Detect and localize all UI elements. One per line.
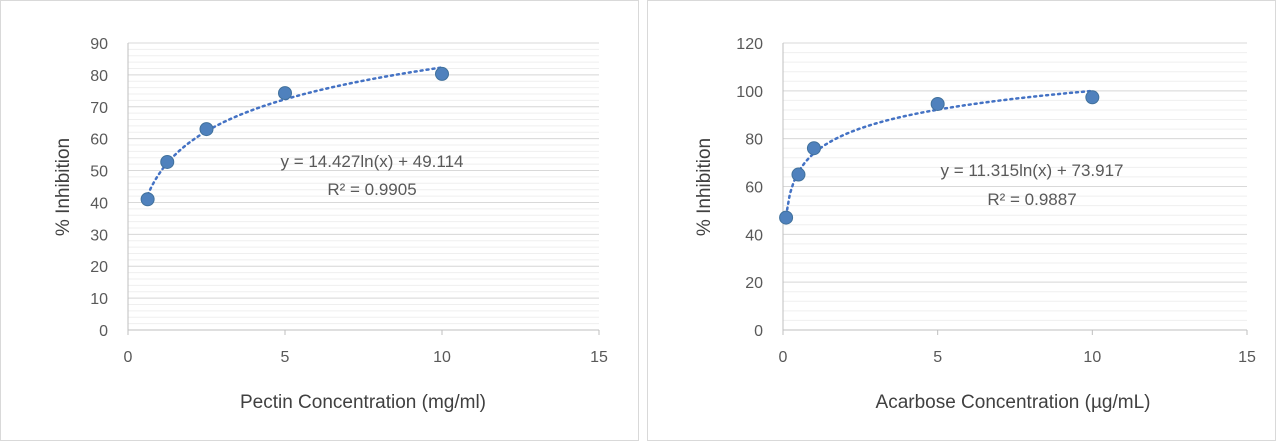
data-point	[278, 86, 292, 101]
x-tick-label: 10	[1083, 349, 1101, 366]
data-point	[791, 167, 806, 182]
y-tick-label: 30	[90, 227, 108, 244]
gridlines	[783, 42, 1247, 321]
y-tick-label: 60	[90, 132, 108, 149]
trendline-equation: y = 14.427ln(x) + 49.114	[280, 152, 463, 171]
trendline-equation: y = 11.315ln(x) + 73.917	[940, 161, 1123, 180]
data-point	[140, 192, 155, 207]
y-tick-label: 70	[90, 100, 108, 117]
y-tick-label: 100	[736, 84, 763, 101]
trendline-path	[146, 66, 444, 197]
x-tick-labels: 0 5 10 15	[779, 349, 1256, 366]
y-tick-label: 60	[745, 180, 763, 197]
y-tick-label: 20	[90, 259, 108, 276]
y-tick-label: 90	[90, 36, 108, 53]
x-tick-label: 15	[590, 349, 608, 366]
y-tick-label: 50	[90, 164, 108, 181]
x-tick-label: 15	[1238, 349, 1256, 366]
x-tick-label: 10	[433, 349, 451, 366]
y-tick-label: 10	[90, 291, 108, 308]
y-tick-label: 80	[745, 132, 763, 149]
x-tick-label: 0	[124, 349, 133, 366]
chart-pectin: 0 10 20 30 40 50 60 70 80 90 0 5 10 15 y = 14.427ln(…	[53, 36, 608, 413]
y-tick-label: 40	[90, 195, 108, 212]
y-tick-label: 40	[745, 227, 763, 244]
r-squared-label: R² = 0.9887	[987, 190, 1076, 209]
axes	[782, 43, 1248, 335]
chart-panel-acarbose: 0 20 40 60 80 100 120 0 5 10 15 y = 11.315ln(x) +…	[647, 0, 1276, 441]
x-tick-label: 5	[933, 349, 942, 366]
data-point	[779, 210, 794, 225]
chart-acarbose: 0 20 40 60 80 100 120 0 5 10 15 y = 11.315ln(x) +…	[694, 36, 1256, 413]
data-points	[779, 90, 1100, 225]
data-points	[140, 66, 449, 207]
y-axis-title: % Inhibition	[53, 138, 74, 236]
x-axis-title: Acarbose Concentration (µg/mL)	[876, 392, 1151, 413]
r-squared-label: R² = 0.9905	[327, 180, 416, 199]
data-point	[806, 141, 821, 156]
data-point	[930, 96, 945, 111]
y-tick-label: 80	[90, 68, 108, 85]
x-tick-label: 5	[281, 349, 290, 366]
y-tick-label: 20	[745, 275, 763, 292]
data-point	[435, 66, 449, 81]
x-axis-title: Pectin Concentration (mg/ml)	[240, 392, 486, 413]
axes	[127, 43, 600, 335]
data-point	[1085, 90, 1100, 105]
chart-panel-pectin: 0 10 20 30 40 50 60 70 80 90 0 5 10 15 y = 14.427ln(…	[0, 0, 639, 441]
y-axis-title: % Inhibition	[694, 138, 715, 236]
data-point	[199, 122, 214, 137]
trendline	[146, 66, 444, 197]
x-tick-label: 0	[779, 349, 788, 366]
data-point	[160, 154, 175, 169]
y-tick-label: 120	[736, 36, 763, 53]
x-tick-labels: 0 5 10 15	[124, 349, 608, 366]
y-tick-label: 0	[99, 323, 108, 340]
y-tick-label: 0	[754, 323, 763, 340]
y-tick-labels: 0 20 40 60 80 100 120	[736, 36, 763, 340]
y-tick-labels: 0 10 20 30 40 50 60 70 80 90	[90, 36, 108, 340]
gridlines	[128, 42, 599, 325]
